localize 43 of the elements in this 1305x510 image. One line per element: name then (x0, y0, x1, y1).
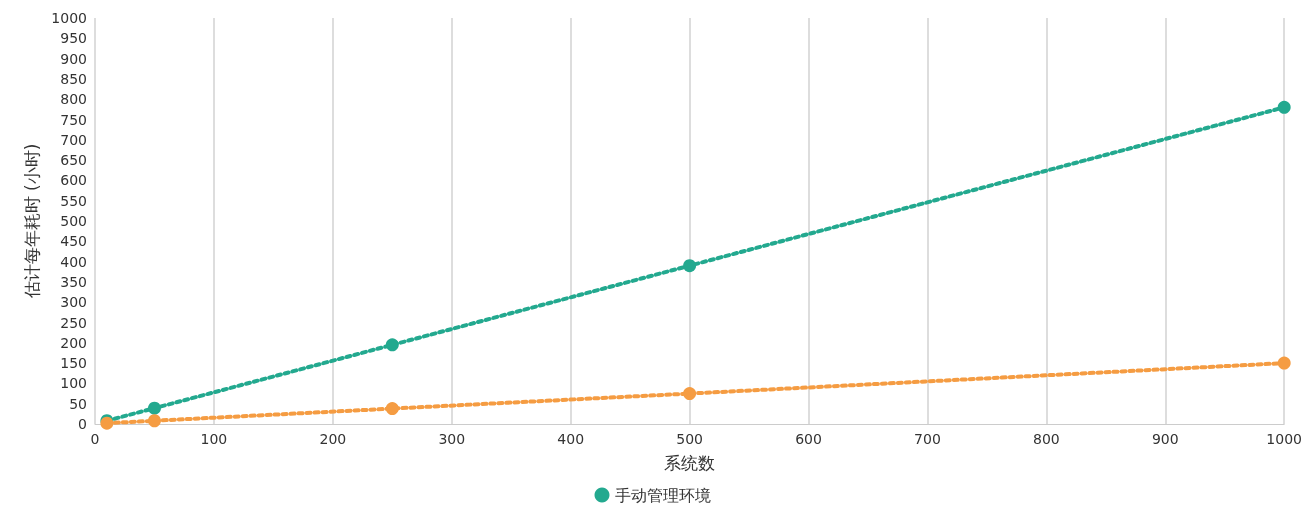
point (147, 401, 161, 415)
x-axis-title: 系统数 (664, 452, 716, 473)
x-tick-label: 300 (438, 431, 466, 447)
point (683, 259, 697, 273)
y-tick-label: 600 (60, 172, 87, 189)
y-tick-label: 750 (60, 111, 87, 128)
point (1277, 356, 1291, 370)
x-tick-label: 700 (914, 431, 941, 447)
x-tick-label: 500 (676, 431, 703, 447)
y-tick-label: 150 (60, 355, 87, 372)
y-tick-label: 850 (60, 70, 87, 87)
x-tick-label: 0 (90, 431, 100, 447)
point (683, 387, 697, 401)
point (147, 414, 161, 428)
y-tick-label: 0 (78, 416, 87, 432)
x-tick-label: 900 (1151, 431, 1179, 447)
y-tick-label: 500 (60, 213, 87, 229)
y-tick-label: 1000 (51, 10, 87, 26)
y-axis-title: 估计每年耗时 (小时) (21, 143, 42, 300)
x-tick-label: 600 (795, 431, 822, 447)
x-tick-label: 100 (200, 431, 228, 447)
x-tick-label: 400 (557, 431, 585, 447)
point (1277, 100, 1291, 114)
y-tick-label: 800 (60, 91, 87, 108)
y-tick-label: 250 (60, 314, 87, 331)
y-tick-label: 300 (60, 294, 87, 311)
y-tick-label: 200 (60, 334, 87, 351)
x-tick-label: 1000 (1266, 431, 1303, 447)
y-tick-label: 950 (60, 30, 87, 47)
y-tick-label: 50 (69, 395, 87, 412)
y-tick-label: 650 (60, 152, 87, 169)
y-tick-label: 100 (60, 375, 87, 392)
y-tick-label: 450 (60, 233, 87, 250)
point (385, 338, 399, 352)
y-tick-label: 900 (60, 50, 87, 67)
x-tick-label: 800 (1032, 431, 1060, 447)
x-tick-label: 200 (319, 431, 347, 447)
y-tick-label: 700 (60, 131, 87, 148)
legend-label: 手动管理环境 (614, 485, 711, 505)
y-tick-label: 550 (60, 192, 87, 209)
point (385, 402, 399, 416)
y-tick-label: 400 (60, 253, 87, 270)
y-tick-label: 350 (60, 273, 87, 290)
